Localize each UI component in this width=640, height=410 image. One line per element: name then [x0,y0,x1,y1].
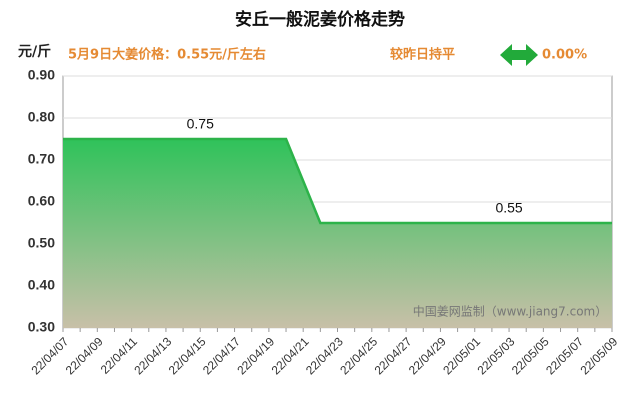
y-tick-label: 0.90 [28,67,55,83]
price-annotation: 5月9日大姜价格：0.55元/斤左右 [68,47,266,63]
flat-arrow-icon [500,44,538,66]
data-label: 0.75 [187,116,214,132]
x-tick-label: 22/04/09 [63,334,106,377]
area [63,139,612,328]
y-tick-label: 0.50 [28,235,55,251]
y-tick-label: 0.40 [28,277,55,293]
y-tick-label: 0.70 [28,151,55,167]
y-axis-label: 元/斤 [18,43,51,60]
watermark: 中国姜网监制（www.jiang7.com） [413,304,607,319]
percent-annotation: 0.00% [542,48,587,63]
change-annotation: 较昨日持平 [390,47,455,63]
y-tick-label: 0.30 [28,319,55,335]
x-tick-label: 22/05/09 [577,334,620,377]
y-tick-label: 0.80 [28,109,55,125]
chart-title: 安丘一般泥姜价格走势 [235,9,405,30]
y-tick-label: 0.60 [28,193,55,209]
line [63,137,612,225]
data-label: 0.55 [495,200,522,216]
